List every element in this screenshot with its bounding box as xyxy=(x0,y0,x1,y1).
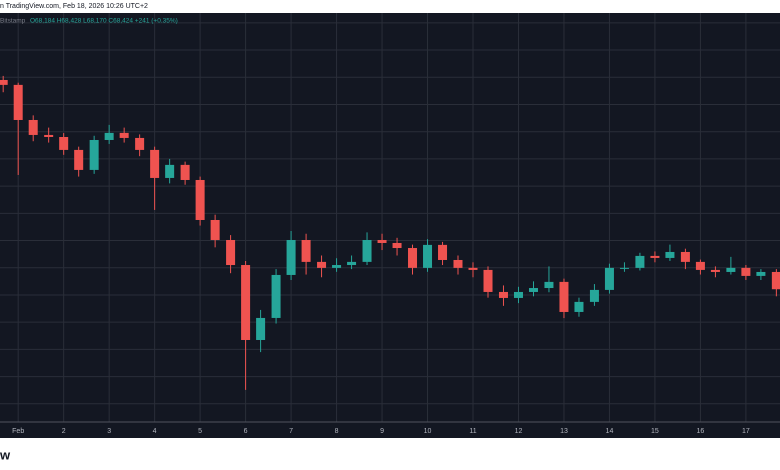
candle-body xyxy=(483,269,493,292)
candle-body xyxy=(74,149,84,170)
candle-body xyxy=(680,251,690,262)
candle-body xyxy=(119,132,129,138)
candle-body xyxy=(423,244,433,268)
chart-background xyxy=(0,13,780,438)
candle-body xyxy=(165,164,175,178)
candle-body xyxy=(210,219,220,240)
candle-body xyxy=(574,301,584,312)
candle-body xyxy=(271,274,281,318)
x-tick-label: 12 xyxy=(515,428,523,435)
x-tick-label: 16 xyxy=(697,428,705,435)
candle-body xyxy=(741,267,751,276)
x-tick-label: 2 xyxy=(62,428,66,435)
candle-body xyxy=(756,271,766,276)
candle-body xyxy=(453,259,463,268)
x-tick-label: 8 xyxy=(335,428,339,435)
ohlc-legend: O68,184 H68,428 L68,170 C68,424 +241 (+0… xyxy=(30,18,178,25)
x-tick-label: 4 xyxy=(153,428,157,435)
candle-body xyxy=(317,261,327,268)
x-tick-label: 5 xyxy=(198,428,202,435)
grid xyxy=(0,13,780,422)
candle-body xyxy=(468,267,478,270)
candle-body xyxy=(301,239,311,262)
candle-body xyxy=(559,281,569,312)
candle-body xyxy=(332,265,342,268)
candle-body xyxy=(604,267,614,290)
x-tick-label: 13 xyxy=(560,428,568,435)
candles xyxy=(0,75,780,390)
candle-body xyxy=(695,261,705,270)
candle-body xyxy=(650,255,660,258)
x-tick-label: 9 xyxy=(380,428,384,435)
candle-body xyxy=(710,269,720,272)
logo-fragment: w xyxy=(0,447,11,462)
candle-body xyxy=(362,239,372,262)
candle-body xyxy=(0,79,8,85)
exchange-label: Bitstamp xyxy=(0,18,26,25)
x-tick-label: 14 xyxy=(606,428,614,435)
x-tick-label: 11 xyxy=(469,428,476,435)
candle-body xyxy=(589,289,599,302)
candle-body xyxy=(635,255,645,268)
candle-body xyxy=(619,267,629,269)
candle-body xyxy=(438,244,448,260)
candle-body xyxy=(28,119,38,135)
candle-body xyxy=(498,291,508,298)
x-tick-label: 7 xyxy=(289,428,293,435)
candle-body xyxy=(59,136,69,150)
chart-title: n TradingView.com, Feb 18, 2026 10:26 UT… xyxy=(0,3,148,10)
candle-body xyxy=(256,317,266,340)
candle-body xyxy=(665,251,675,258)
x-tick-label: 3 xyxy=(107,428,111,435)
candle-body xyxy=(150,149,160,178)
x-tick-label: 17 xyxy=(742,428,750,435)
candle-body xyxy=(104,132,114,140)
candle-body xyxy=(180,164,190,180)
x-tick-label: 10 xyxy=(424,428,432,435)
candle-body xyxy=(408,248,418,268)
candle-body xyxy=(195,179,205,220)
candle-body xyxy=(377,239,387,243)
x-tick-label: 6 xyxy=(244,428,248,435)
candle-body xyxy=(392,242,402,249)
candle-body xyxy=(726,267,736,272)
candle-body xyxy=(13,84,23,120)
candle-body xyxy=(544,281,554,289)
candle-body xyxy=(135,137,145,150)
candle-body xyxy=(286,239,296,275)
candle-body xyxy=(513,291,523,298)
candle-body xyxy=(347,261,357,266)
x-tick-label: 15 xyxy=(651,428,659,435)
x-tick-label: Feb xyxy=(12,428,24,435)
candle-body xyxy=(226,239,236,266)
candle-body xyxy=(241,265,251,340)
candle-body xyxy=(44,134,54,137)
candle-body xyxy=(771,271,780,290)
candle-body xyxy=(89,139,99,170)
candle-body xyxy=(528,288,538,292)
